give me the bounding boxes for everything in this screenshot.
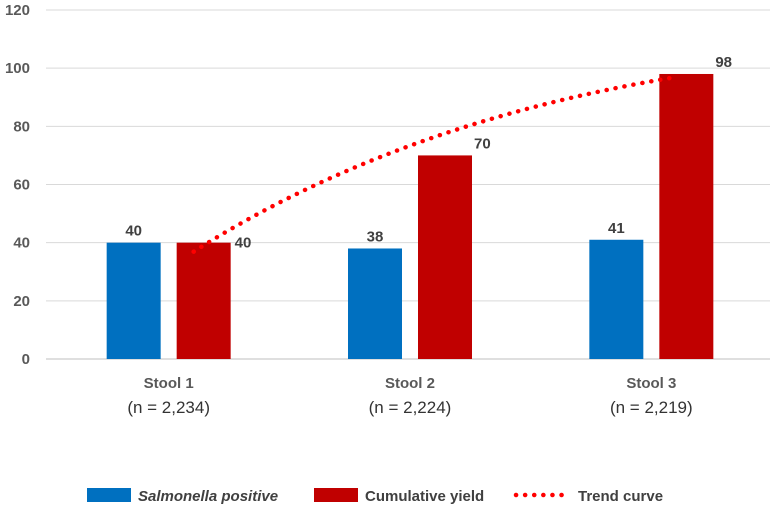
legend-swatch-salmonella-positive bbox=[87, 488, 131, 502]
data-labels: 40 40 38 70 41 98 bbox=[125, 54, 732, 252]
bar-salmonella-positive bbox=[348, 248, 402, 359]
legend-label-salmonella-positive: Salmonella positive bbox=[138, 488, 278, 505]
gridlines bbox=[46, 9, 770, 360]
data-label: 41 bbox=[608, 220, 625, 237]
data-label: 40 bbox=[235, 235, 252, 252]
y-tick-label: 0 bbox=[22, 351, 30, 368]
x-category-sublabel: (n = 2,219) bbox=[610, 398, 693, 417]
bar-salmonella-positive bbox=[106, 242, 161, 359]
x-category-label: Stool 2 bbox=[385, 375, 435, 392]
data-label: 38 bbox=[367, 228, 384, 245]
y-tick-label: 100 bbox=[5, 60, 30, 77]
legend-swatch-cumulative-yield bbox=[314, 488, 358, 502]
x-category-sublabel: (n = 2,224) bbox=[369, 398, 452, 417]
data-label: 98 bbox=[715, 54, 732, 71]
bar-cumulative-yield bbox=[176, 242, 231, 359]
y-tick-label: 20 bbox=[13, 293, 30, 310]
y-tick-label: 80 bbox=[13, 118, 30, 135]
legend-label-cumulative-yield: Cumulative yield bbox=[365, 488, 484, 505]
x-category-label: Stool 1 bbox=[144, 375, 194, 392]
y-tick-label: 60 bbox=[13, 177, 30, 194]
trend-curve-layer bbox=[191, 74, 679, 254]
trend-curve bbox=[191, 74, 679, 254]
y-tick-label: 120 bbox=[5, 2, 30, 19]
bar-cumulative-yield bbox=[418, 155, 472, 359]
data-label: 40 bbox=[125, 223, 142, 240]
legend-label-trend-curve: Trend curve bbox=[578, 488, 663, 505]
bar-salmonella-positive bbox=[589, 239, 644, 359]
y-axis: 0 20 40 60 80 100 120 bbox=[5, 2, 30, 368]
legend: Salmonella positive Cumulative yield Trend… bbox=[87, 488, 663, 505]
y-tick-label: 40 bbox=[13, 235, 30, 252]
x-category-label: Stool 3 bbox=[626, 375, 676, 392]
data-label: 70 bbox=[474, 135, 491, 152]
bars bbox=[106, 73, 714, 359]
x-axis: Stool 1 (n = 2,234) Stool 2 (n = 2,224) Stoo… bbox=[127, 375, 692, 417]
x-category-sublabel: (n = 2,234) bbox=[127, 398, 210, 417]
bar-cumulative-yield bbox=[659, 73, 714, 359]
